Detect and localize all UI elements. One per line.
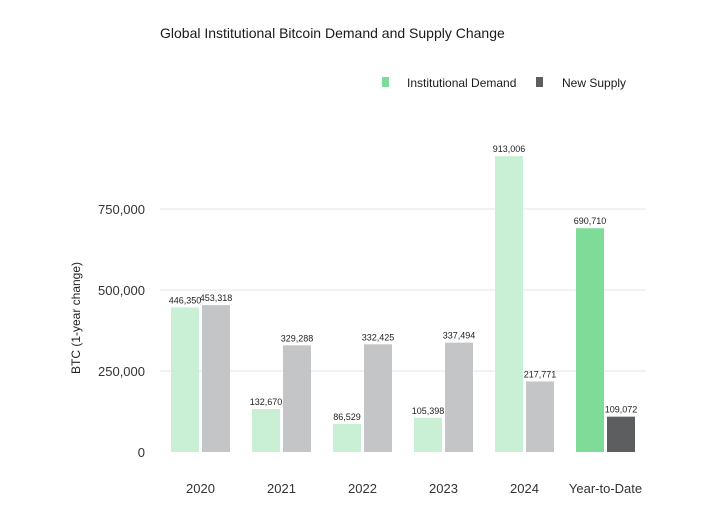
legend-swatch-institutional-demand: [382, 77, 389, 87]
y-axis-ticks: 0 250,000 500,000 750,000: [98, 202, 145, 460]
x-category-label: 2021: [267, 481, 296, 496]
bar-new-supply-2020: [202, 305, 230, 452]
chart-title: Global Institutional Bitcoin Demand and …: [160, 25, 505, 41]
x-category-label: Year-to-Date: [569, 481, 642, 496]
legend-label-new-supply: New Supply: [562, 76, 626, 90]
legend-swatch-new-supply: [536, 77, 543, 87]
x-axis-categories: 2020 2021 2022 2023 2024 Year-to-Date: [186, 481, 642, 496]
data-label: 132,670: [250, 397, 283, 407]
bar-institutional-demand-2024: [495, 156, 523, 453]
data-label: 217,771: [524, 369, 557, 379]
bar-new-supply-2024: [526, 381, 554, 452]
bar-institutional-demand-2023: [414, 417, 442, 452]
bar-institutional-demand-2021: [252, 409, 280, 452]
bar-new-supply-2023: [445, 342, 473, 452]
x-category-label: 2020: [186, 481, 215, 496]
data-label: 86,529: [333, 412, 361, 422]
data-label: 337,494: [443, 331, 476, 341]
data-label: 329,288: [281, 333, 314, 343]
x-category-label: 2024: [510, 481, 539, 496]
legend: Institutional Demand New Supply: [382, 76, 626, 90]
data-label: 690,710: [574, 216, 607, 226]
y-tick-label: 500,000: [98, 283, 145, 298]
bar-new-supply-2021: [283, 345, 311, 452]
x-category-label: 2022: [348, 481, 377, 496]
y-tick-label: 0: [138, 445, 145, 460]
data-label: 913,006: [493, 144, 526, 154]
bar-new-supply-2022: [364, 344, 392, 452]
data-label: 446,350: [169, 295, 202, 305]
bar-new-supply-year-to-date: [607, 416, 635, 452]
data-label: 109,072: [605, 405, 638, 415]
data-label: 332,425: [362, 332, 395, 342]
bar-institutional-demand-year-to-date: [576, 228, 604, 452]
x-category-label: 2023: [429, 481, 458, 496]
bar-institutional-demand-2022: [333, 423, 361, 452]
data-label: 105,398: [412, 406, 445, 416]
legend-label-institutional-demand: Institutional Demand: [407, 76, 516, 90]
y-tick-label: 250,000: [98, 364, 145, 379]
bars: [171, 156, 635, 453]
y-tick-label: 750,000: [98, 202, 145, 217]
y-axis-label: BTC (1-year change): [69, 262, 83, 374]
data-label: 453,318: [200, 293, 233, 303]
bar-institutional-demand-2020: [171, 307, 199, 452]
gridlines: [160, 208, 646, 372]
